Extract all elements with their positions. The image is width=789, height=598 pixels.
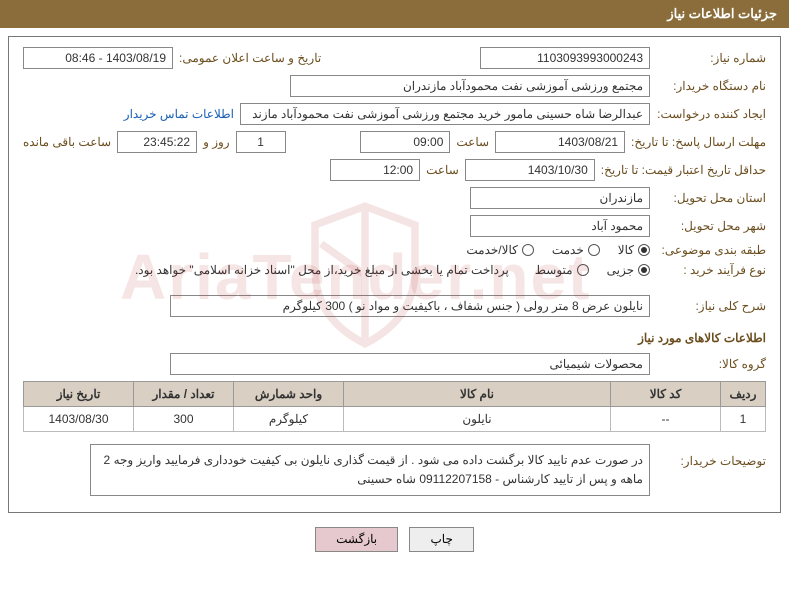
remaining-label: ساعت باقی مانده: [23, 135, 111, 149]
validity-label: حداقل تاریخ اعتبار قیمت: تا تاریخ:: [601, 163, 766, 177]
announce-dt-value: 1403/08/19 - 08:46: [23, 47, 173, 69]
delivery-province-label: استان محل تحویل:: [656, 191, 766, 205]
page-header: جزئیات اطلاعات نیاز: [0, 0, 789, 28]
details-container: شماره نیاز: 1103093993000243 تاریخ و ساع…: [8, 36, 781, 513]
need-desc-value: نایلون عرض 8 متر رولی ( جنس شفاف ، باکیف…: [170, 295, 650, 317]
cell-row: 1: [721, 407, 766, 432]
table-row: 1 -- نایلون کیلوگرم 300 1403/08/30: [24, 407, 766, 432]
cell-date: 1403/08/30: [24, 407, 134, 432]
deadline-label: مهلت ارسال پاسخ: تا تاریخ:: [631, 135, 766, 149]
need-no-value: 1103093993000243: [480, 47, 650, 69]
th-qty: تعداد / مقدار: [134, 382, 234, 407]
goods-table: ردیف کد کالا نام کالا واحد شمارش تعداد /…: [23, 381, 766, 432]
validity-date: 1403/10/30: [465, 159, 595, 181]
buyer-org-value: مجتمع ورزشی آموزشی نفت محمودآباد مازندرا…: [290, 75, 650, 97]
back-button[interactable]: بازگشت: [315, 527, 398, 552]
requester-label: ایجاد کننده درخواست:: [656, 107, 766, 121]
cell-qty: 300: [134, 407, 234, 432]
category-goods-label: کالا: [618, 243, 634, 257]
category-goods[interactable]: کالا: [618, 243, 650, 257]
deadline-date: 1403/08/21: [495, 131, 625, 153]
header-title: جزئیات اطلاعات نیاز: [667, 6, 777, 21]
days-and-label: روز و: [203, 135, 230, 149]
radio-icon: [638, 264, 650, 276]
cell-code: --: [611, 407, 721, 432]
th-code: کد کالا: [611, 382, 721, 407]
button-row: چاپ بازگشت: [0, 527, 789, 552]
radio-icon: [638, 244, 650, 256]
category-goods-service[interactable]: کالا/خدمت: [466, 243, 533, 257]
category-label: طبقه بندی موضوعی:: [656, 243, 766, 257]
validity-time-label: ساعت: [426, 163, 459, 177]
deadline-time-label: ساعت: [456, 135, 489, 149]
purchase-type-label: نوع فرآیند خرید :: [656, 263, 766, 277]
delivery-city-label: شهر محل تحویل:: [656, 219, 766, 233]
deadline-time: 09:00: [360, 131, 450, 153]
purchase-medium-label: متوسط: [535, 263, 573, 277]
validity-time: 12:00: [330, 159, 420, 181]
print-button[interactable]: چاپ: [409, 527, 473, 552]
announce-dt-label: تاریخ و ساعت اعلان عمومی:: [179, 51, 321, 65]
category-goods-service-label: کالا/خدمت: [466, 243, 517, 257]
radio-icon: [522, 244, 534, 256]
buyer-notes-value: در صورت عدم تایید کالا برگشت داده می شود…: [90, 444, 650, 496]
need-desc-label: شرح کلی نیاز:: [656, 299, 766, 313]
category-service[interactable]: خدمت: [552, 243, 600, 257]
category-radio-group: کالا خدمت کالا/خدمت: [466, 243, 650, 257]
cell-name: نایلون: [344, 407, 611, 432]
payment-note: پرداخت تمام یا بخشی از مبلغ خرید،از محل …: [135, 263, 509, 277]
need-no-label: شماره نیاز:: [656, 51, 766, 65]
radio-icon: [588, 244, 600, 256]
buyer-notes-label: توضیحات خریدار:: [656, 444, 766, 468]
delivery-city-value: محمود آباد: [470, 215, 650, 237]
th-unit: واحد شمارش: [234, 382, 344, 407]
goods-info-title: اطلاعات کالاهای مورد نیاز: [23, 331, 766, 345]
delivery-province-value: مازندران: [470, 187, 650, 209]
th-date: تاریخ نیاز: [24, 382, 134, 407]
buyer-org-label: نام دستگاه خریدار:: [656, 79, 766, 93]
purchase-minor-label: جزیی: [607, 263, 634, 277]
radio-icon: [577, 264, 589, 276]
contact-link[interactable]: اطلاعات تماس خریدار: [124, 107, 234, 121]
hms-remaining: 23:45:22: [117, 131, 197, 153]
cell-unit: کیلوگرم: [234, 407, 344, 432]
requester-value: عبدالرضا شاه حسینی مامور خرید مجتمع ورزش…: [240, 103, 650, 125]
days-remaining: 1: [236, 131, 286, 153]
th-row: ردیف: [721, 382, 766, 407]
purchase-medium[interactable]: متوسط: [535, 263, 589, 277]
th-name: نام کالا: [344, 382, 611, 407]
purchase-type-radio-group: جزیی متوسط: [535, 263, 650, 277]
goods-group-label: گروه کالا:: [656, 357, 766, 371]
purchase-minor[interactable]: جزیی: [607, 263, 650, 277]
goods-group-value: محصولات شیمیائی: [170, 353, 650, 375]
category-service-label: خدمت: [552, 243, 584, 257]
